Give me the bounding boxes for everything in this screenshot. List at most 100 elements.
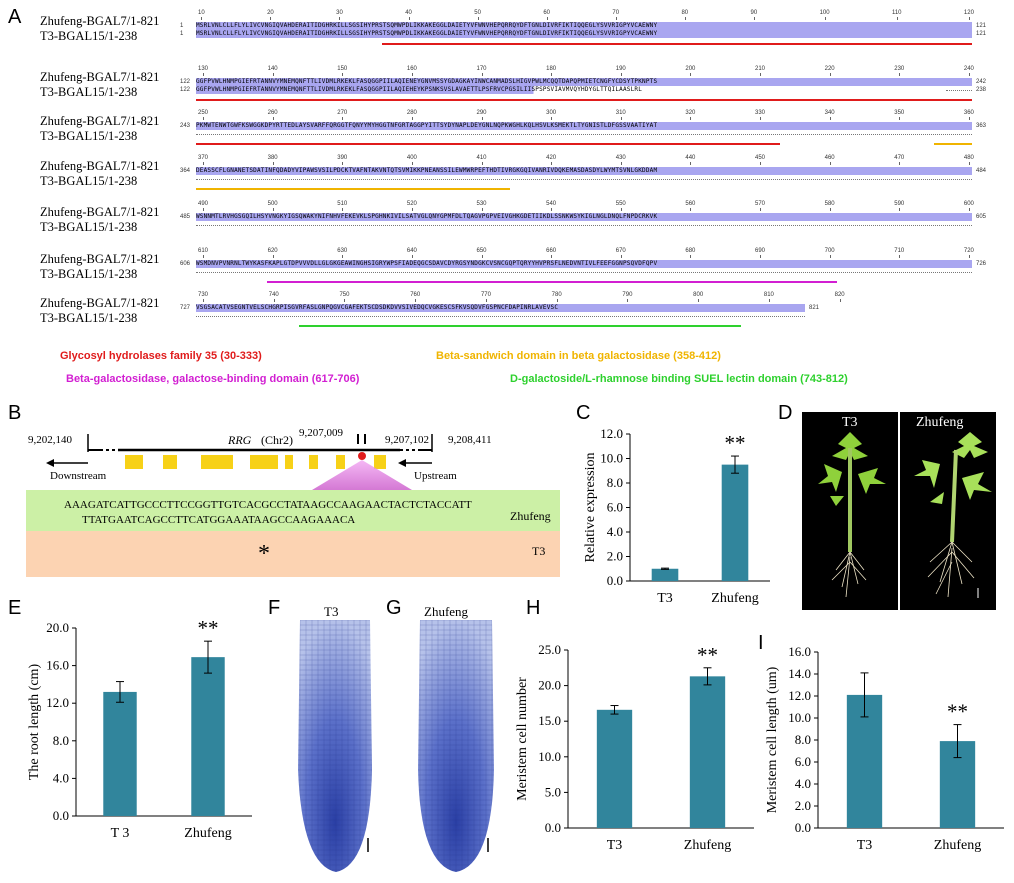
seq1-end: 363 (976, 123, 987, 129)
domain-underline (933, 143, 972, 145)
alignment-ruler: 130 140 150 160 170 180 190 200 210 220 230 240 (198, 66, 974, 77)
gene-name: RRG (227, 433, 252, 447)
ruler-tick: 280 (407, 110, 417, 121)
ruler-tick: 590 (894, 201, 904, 212)
y-tick-label: 0.0 (53, 808, 69, 823)
bar (103, 691, 137, 816)
ruler-tick: 230 (894, 66, 904, 77)
panel-label-c: C (576, 402, 591, 424)
seq2-residues: MSRLVNLCLLFLYLIVCVNGIQVAHDERAITIDGHRKILL… (196, 30, 972, 38)
ruler-tick: 480 (964, 155, 974, 166)
y-tick-label: 16.0 (46, 658, 69, 673)
deletion-mark: * (258, 541, 270, 567)
seq2-name: T3-BGAL15/1-238 (40, 85, 138, 99)
alignment-ruler: 730 740 750 760 770 780 790 800 810 820 (198, 292, 845, 303)
panel-label-e: E (8, 597, 22, 619)
ruler-tick: 200 (685, 66, 695, 77)
y-tick-label: 12.0 (46, 695, 69, 710)
ruler-tick: 310 (616, 110, 626, 121)
y-tick-label: 12.0 (600, 426, 623, 441)
alignment-block: 730 740 750 760 770 780 790 800 810 820 727 821 VSGS… (180, 292, 976, 326)
y-tick-label: 20.0 (538, 678, 561, 693)
position-mid: 9,207,009 (299, 427, 344, 439)
seq1-end: 121 (976, 23, 987, 29)
domain-underline (196, 99, 972, 101)
seq1-end: 242 (976, 79, 987, 85)
significance-mark: ** (947, 700, 968, 724)
y-axis-title: Meristem cell length (um) (766, 666, 780, 813)
ruler-tick: 430 (616, 155, 626, 166)
panel-label-h: H (526, 597, 541, 619)
section-f-label: T3 (324, 604, 339, 619)
ruler-tick: 150 (337, 66, 347, 77)
chart-root-length: 0.0 4.0 8.0 12.0 16.0 20.0 T 3 Zhufeng ** The roo… (27, 616, 252, 841)
upstream-label: Upstream (414, 470, 457, 482)
ruler-tick: 520 (407, 201, 417, 212)
insertion-seq-line2: TTATGAATCAGCCTTCATGGAAATAAGCCAAGAAACA (82, 514, 355, 526)
ruler-tick: 790 (622, 292, 632, 303)
seq1-start: 243 (180, 123, 191, 129)
ruler-tick: 300 (546, 110, 556, 121)
seq1-start: 727 (180, 305, 191, 311)
seq1-residues: GGFPVWLHNMPGIEFRTANNVYMNEMQNFTTLIVDMLRKE… (196, 78, 972, 86)
position-right: 9,208,411 (448, 434, 492, 446)
panel-label-f: F (268, 597, 281, 619)
ruler-tick: 320 (685, 110, 695, 121)
ruler-tick: 90 (751, 10, 757, 21)
y-tick-label: 10.0 (538, 749, 561, 764)
ruler-tick: 540 (546, 201, 556, 212)
seq1-end: 484 (976, 168, 987, 174)
ruler-tick: 770 (481, 292, 491, 303)
y-tick-label: 12.0 (788, 688, 811, 703)
ruler-tick: 760 (410, 292, 420, 303)
seq1-residues: WSMDNVPVNRNLTWYKASFKAPLGTDPVVVDLLGLGKGEA… (196, 260, 972, 268)
ruler-tick: 490 (198, 201, 208, 212)
seq1-end: 726 (976, 261, 987, 267)
gap-line (196, 272, 972, 273)
ruler-tick: 620 (268, 248, 278, 259)
panel-label-a: A (8, 6, 22, 28)
y-tick-label: 20.0 (46, 620, 69, 635)
seq2-start: 1 (180, 31, 184, 37)
domain-underline (298, 325, 742, 327)
ruler-tick: 550 (616, 201, 626, 212)
seq1-name: Zhufeng-BGAL7/1-821 (40, 205, 160, 219)
significance-mark: ** (198, 616, 219, 640)
seq1-name: Zhufeng-BGAL7/1-821 (40, 14, 160, 28)
y-tick-label: 4.0 (607, 524, 623, 539)
seq2-name: T3-BGAL15/1-238 (40, 174, 138, 188)
y-tick-label: 6.0 (795, 754, 811, 769)
ruler-tick: 10 (198, 10, 205, 21)
ruler-tick: 580 (825, 201, 835, 212)
seq1-residues: PKMWTENWTGWFKSWGGKDPYRTTEDLAYSVARFFQRGGT… (196, 122, 972, 130)
panel-label-b: B (8, 402, 22, 424)
ruler-tick: 40 (405, 10, 412, 21)
legend-suel-lectin: D-galactoside/L-rhamnose binding SUEL le… (510, 373, 848, 385)
ruler-tick: 330 (755, 110, 765, 121)
bar (596, 709, 633, 828)
gap-line (946, 90, 972, 91)
seq1-start: 1 (180, 23, 184, 29)
seq1-name: Zhufeng-BGAL7/1-821 (40, 296, 160, 310)
ruler-tick: 800 (693, 292, 703, 303)
ruler-tick: 340 (825, 110, 835, 121)
category-label: Zhufeng (684, 838, 731, 853)
alignment-ruler: 490 500 510 520 530 540 550 560 570 580 590 600 (198, 201, 974, 212)
ruler-tick: 640 (407, 248, 417, 259)
ruler-tick: 570 (755, 201, 765, 212)
ruler-tick: 50 (474, 10, 481, 21)
ruler-tick: 470 (894, 155, 904, 166)
gap-line (196, 316, 805, 317)
y-tick-label: 5.0 (545, 784, 561, 799)
y-tick-label: 4.0 (795, 776, 811, 791)
y-tick-label: 8.0 (53, 733, 69, 748)
ruler-tick: 110 (892, 10, 902, 21)
seq2-end: 238 (976, 87, 987, 93)
category-label: T3 (857, 838, 873, 853)
category-label: Zhufeng (934, 838, 981, 853)
y-tick-label: 25.0 (538, 642, 561, 657)
root-tip-sections (298, 620, 494, 872)
y-axis-title: The root length (cm) (27, 664, 42, 781)
y-axis-title: Meristem cell number (515, 677, 530, 801)
ruler-tick: 190 (616, 66, 626, 77)
